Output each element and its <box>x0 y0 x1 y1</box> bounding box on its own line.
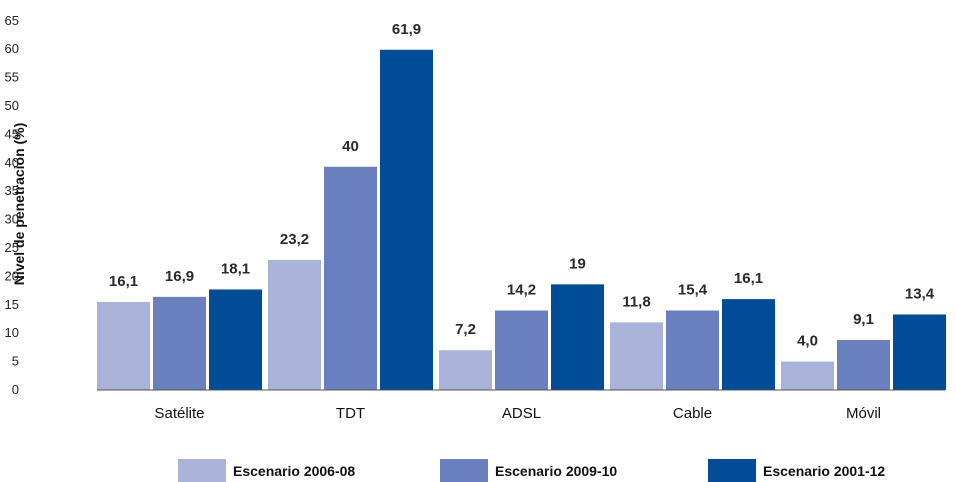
data-labels: 16,1 16,9 18,1 23,2 40 61,9 7,2 14,2 19 11,8 15,4 1… <box>109 21 935 350</box>
data-label: 9,1 <box>853 311 874 328</box>
category-label: Satélite <box>154 405 204 422</box>
bar <box>380 49 433 390</box>
bar <box>268 259 321 390</box>
legend-item: Escenario 2001-12 <box>708 459 885 482</box>
data-label: 16,9 <box>165 268 194 285</box>
y-tick-label: 40 <box>5 155 19 170</box>
bar <box>97 301 150 390</box>
y-tick-label: 5 <box>12 354 19 369</box>
y-tick-label: 65 <box>5 13 19 28</box>
bar <box>324 166 377 390</box>
data-label: 16,1 <box>734 270 763 287</box>
data-label: 4,0 <box>797 333 818 350</box>
bar <box>722 299 775 390</box>
legend-label: Escenario 2001-12 <box>763 463 885 479</box>
y-tick-label: 10 <box>5 325 19 340</box>
y-tick-label: 50 <box>5 98 19 113</box>
y-tick-label: 20 <box>5 268 19 283</box>
legend-label: Escenario 2006-08 <box>233 463 355 479</box>
y-tick-label: 55 <box>5 70 19 85</box>
legend-swatch <box>708 459 756 482</box>
data-label: 19 <box>569 255 586 272</box>
bar <box>837 340 890 390</box>
bar <box>439 350 492 390</box>
data-label: 40 <box>342 138 359 155</box>
category-label: Cable <box>673 405 712 422</box>
y-tick-label: 35 <box>5 183 19 198</box>
data-label: 7,2 <box>455 321 476 338</box>
legend-swatch <box>440 459 488 482</box>
y-tick-label: 30 <box>5 212 19 227</box>
y-axis-label: Nivel de penetración (%) <box>11 123 27 286</box>
data-label: 13,4 <box>905 285 935 302</box>
data-label: 14,2 <box>507 281 536 298</box>
data-label: 18,1 <box>221 260 250 277</box>
data-label: 11,8 <box>622 293 650 310</box>
bar <box>666 310 719 390</box>
data-label: 23,2 <box>280 231 309 248</box>
data-label: 15,4 <box>678 281 708 298</box>
category-labels: Satélite TDT ADSL Cable Móvil <box>154 405 881 422</box>
legend: Escenario 2006-08 Escenario 2009-10 Escena… <box>178 459 885 482</box>
y-tick-label: 25 <box>5 240 19 255</box>
data-label: 61,9 <box>392 21 421 38</box>
bar <box>781 361 834 390</box>
legend-item: Escenario 2009-10 <box>440 459 617 482</box>
bar <box>893 314 946 390</box>
bar <box>209 289 262 390</box>
category-label: Móvil <box>846 405 881 422</box>
bar <box>495 310 548 390</box>
bar <box>551 284 604 390</box>
y-tick-label: 15 <box>5 297 19 312</box>
y-axis-ticks: 0 5 10 15 20 25 30 35 40 45 50 55 60 65 <box>5 13 19 397</box>
bar <box>153 296 206 390</box>
y-tick-label: 45 <box>5 126 19 141</box>
y-tick-label: 0 <box>12 382 19 397</box>
bars <box>97 49 946 390</box>
category-label: TDT <box>336 405 365 422</box>
bar <box>610 322 663 390</box>
legend-label: Escenario 2009-10 <box>495 463 617 479</box>
legend-item: Escenario 2006-08 <box>178 459 355 482</box>
data-label: 16,1 <box>109 273 138 290</box>
y-tick-label: 60 <box>5 41 19 56</box>
legend-swatch <box>178 459 226 482</box>
category-label: ADSL <box>502 405 541 422</box>
